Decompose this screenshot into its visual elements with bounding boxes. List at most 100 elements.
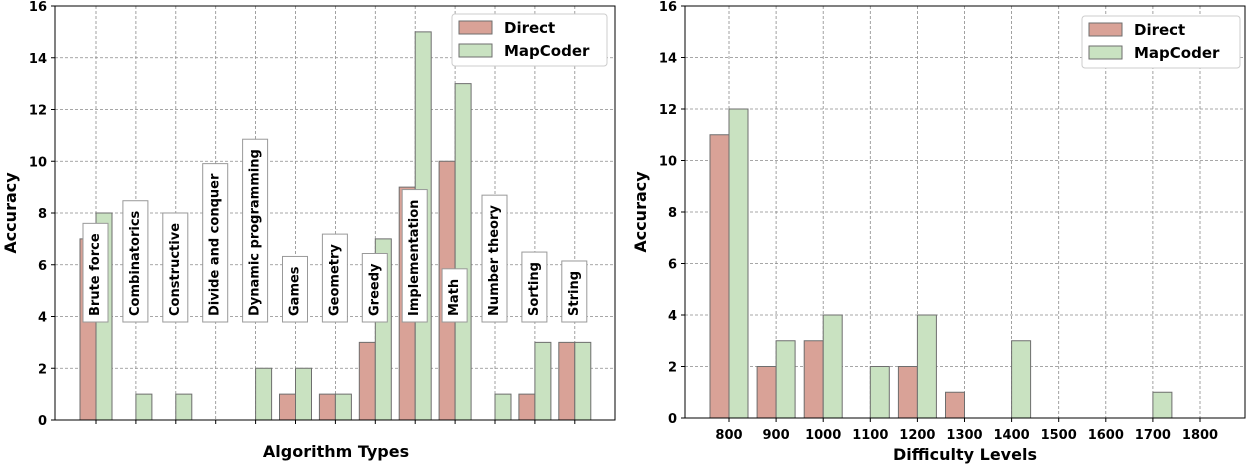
- x-tick-label: 1800: [1182, 428, 1218, 443]
- bar-mapcoder: [728, 108, 749, 419]
- x-tick-label: 1700: [1135, 428, 1171, 443]
- category-label: Geometry: [321, 233, 348, 323]
- category-label: Dynamic programming: [242, 138, 269, 323]
- bar-direct: [709, 134, 730, 419]
- x-axis-label: Algorithm Types: [263, 442, 409, 461]
- bar-mapcoder: [255, 367, 273, 421]
- x-axis-label: Difficulty Levels: [893, 445, 1037, 464]
- y-tick-label: 0: [668, 412, 677, 427]
- y-tick-label: 0: [38, 414, 47, 429]
- bar-mapcoder: [574, 341, 592, 421]
- category-label-box: [361, 253, 388, 323]
- y-tick-label: 4: [38, 311, 47, 326]
- y-tick-label: 2: [668, 361, 677, 376]
- bar-direct: [897, 366, 918, 419]
- bar-mapcoder: [494, 393, 512, 421]
- bar-direct: [358, 341, 376, 421]
- category-label-text: String: [567, 271, 582, 316]
- x-tick-label: 1400: [994, 428, 1030, 443]
- category-label-text: Greedy: [367, 263, 382, 316]
- category-label-box: [82, 222, 109, 323]
- bar-direct: [558, 341, 576, 421]
- legend-swatch-direct: [458, 20, 493, 35]
- bar-direct: [945, 391, 965, 419]
- x-tick-label: 1300: [946, 428, 982, 443]
- category-label-box: [521, 251, 548, 323]
- category-label-box: [242, 138, 269, 323]
- chart-difficulty-levels: 0 2 4 6 8 10 12 14 16 800 900 1000 1100 1200 1300 1400 1…: [631, 0, 1246, 464]
- x-tick-label: 1000: [805, 428, 841, 443]
- category-label: Sorting: [521, 251, 548, 323]
- category-label: Math: [441, 268, 468, 323]
- category-label: Brute force: [82, 222, 109, 323]
- y-tick-label: 12: [29, 104, 47, 119]
- category-label-text: Divide and conquer: [208, 173, 223, 316]
- y-tick-label: 4: [668, 309, 677, 324]
- category-label: Greedy: [361, 253, 388, 323]
- category-label-box: [441, 268, 468, 323]
- bar-direct: [518, 393, 536, 421]
- category-label: Combinatorics: [122, 200, 149, 323]
- x-tick-label: 900: [763, 428, 790, 443]
- bar-mapcoder: [916, 314, 937, 419]
- y-axis-label: Accuracy: [631, 171, 650, 253]
- y-tick-label: 16: [29, 0, 47, 15]
- x-tick-label: 1500: [1041, 428, 1077, 443]
- y-tick-label: 6: [38, 259, 47, 274]
- y-tick-label: 14: [659, 52, 677, 67]
- category-label-text: Games: [288, 266, 303, 316]
- category-label: Implementation: [401, 189, 428, 323]
- bar-mapcoder: [1011, 340, 1032, 419]
- category-label: Number theory: [481, 194, 508, 323]
- category-label-box: [282, 255, 308, 323]
- y-tick-label: 14: [29, 52, 47, 67]
- legend-label-direct: Direct: [1134, 21, 1185, 39]
- y-tick-label: 6: [668, 258, 677, 273]
- category-label-text: Number theory: [487, 205, 502, 316]
- bar-direct: [279, 393, 296, 421]
- category-label-text: Brute force: [88, 233, 103, 316]
- x-tick-label: 800: [715, 428, 742, 443]
- category-label-box: [202, 163, 229, 323]
- y-tick-label: 8: [38, 207, 47, 222]
- y-tick-label: 12: [659, 103, 677, 118]
- category-label-text: Dynamic programming: [248, 149, 263, 316]
- category-label-text: Geometry: [327, 244, 342, 316]
- bar-mapcoder: [534, 341, 552, 421]
- category-label: Games: [282, 255, 308, 323]
- y-tick-label: 16: [659, 0, 677, 15]
- y-tick-label: 10: [659, 155, 677, 170]
- bar-mapcoder: [822, 314, 843, 419]
- category-label-box: [561, 260, 588, 323]
- bar-mapcoder: [135, 393, 153, 421]
- bar-mapcoder: [869, 366, 890, 419]
- x-tick-label: 1100: [852, 428, 888, 443]
- y-tick-label: 2: [38, 362, 47, 377]
- bar-direct: [318, 393, 336, 421]
- bar-direct: [803, 340, 824, 419]
- category-label-box: [401, 189, 428, 323]
- legend-label-mapcoder: MapCoder: [1134, 44, 1220, 62]
- category-label-box: [321, 233, 348, 323]
- category-label-box: [481, 194, 508, 323]
- legend-swatch-mapcoder: [1088, 45, 1123, 60]
- chart-algorithm-types: Brute force Combinatorics Constructive Divi…: [1, 0, 616, 461]
- x-tick-label: 1600: [1088, 428, 1124, 443]
- legend: Direct MapCoder: [451, 13, 608, 67]
- category-label: String: [561, 260, 588, 323]
- y-axis-label: Accuracy: [1, 172, 20, 254]
- y-tick-label: 10: [29, 155, 47, 170]
- legend-swatch-direct: [1088, 22, 1123, 37]
- legend: Direct MapCoder: [1081, 15, 1241, 69]
- category-label-text: Implementation: [407, 200, 422, 316]
- x-tick-label: 1200: [899, 428, 935, 443]
- category-label-text: Math: [447, 279, 462, 316]
- bar-mapcoder: [775, 340, 796, 419]
- category-label-text: Constructive: [168, 223, 183, 316]
- bar-direct: [756, 366, 777, 419]
- bar-mapcoder: [1152, 391, 1173, 419]
- legend-label-mapcoder: MapCoder: [504, 42, 590, 60]
- category-label-text: Sorting: [527, 262, 542, 316]
- bar-mapcoder: [175, 393, 193, 421]
